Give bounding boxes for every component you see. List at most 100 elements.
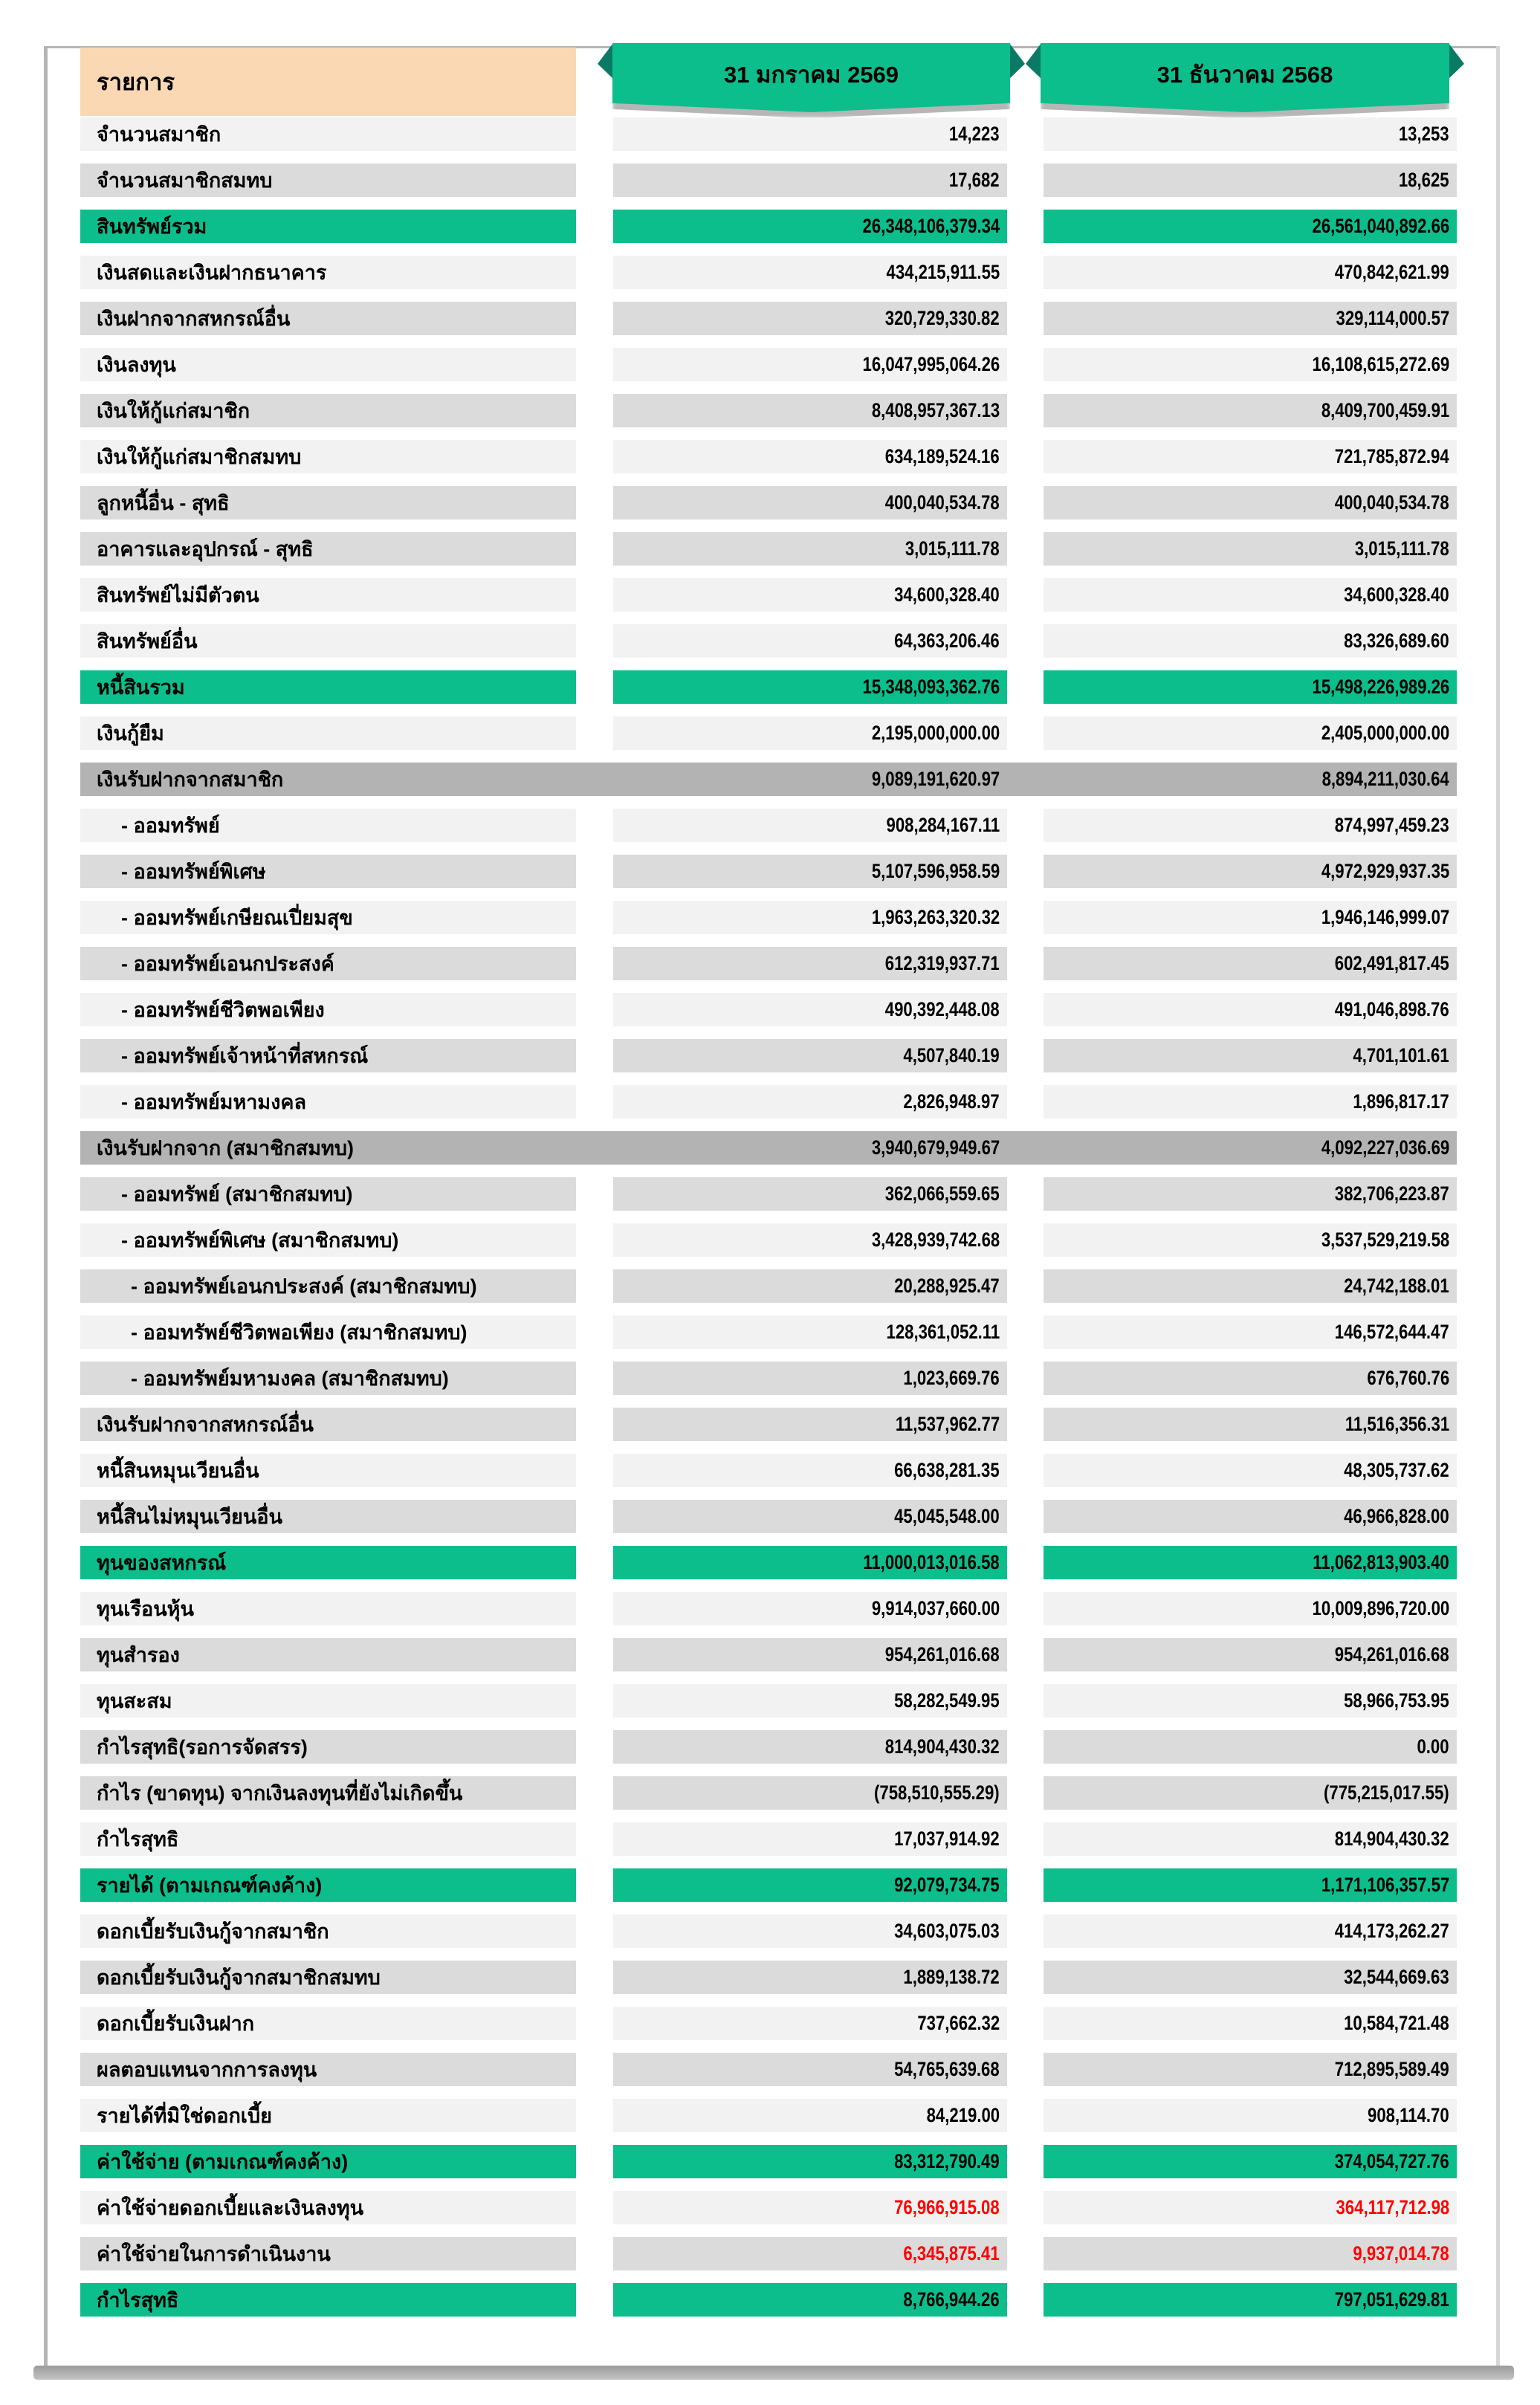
row-value-jan-2569: 320,729,330.82 — [613, 302, 1007, 335]
row-value-dec-2568: 16,108,615,272.69 — [1044, 348, 1457, 381]
value-number: 874,997,459.23 — [1335, 814, 1449, 836]
ribbon-fold-left-icon — [1026, 43, 1041, 79]
row-value-jan-2569: 17,037,914.92 — [613, 1822, 1007, 1856]
value-number: 634,189,524.16 — [885, 445, 1000, 467]
row-value-dec-2568: 4,092,227,036.69 — [1044, 1131, 1457, 1165]
table-row: ทุนสะสม 58,282,549.95 58,966,753.95 — [80, 1684, 1457, 1718]
table-row: ค่าใช้จ่ายดอกเบี้ยและเงินลงทุน 76,966,915… — [80, 2191, 1457, 2224]
value-number: 11,062,813,903.40 — [1313, 1551, 1449, 1573]
value-number: 54,765,639.68 — [894, 2058, 1000, 2080]
value-number: 954,261,016.68 — [885, 1643, 1000, 1666]
value-number: 13,253 — [1399, 123, 1449, 145]
value-number: (758,510,555.29) — [874, 1781, 1000, 1804]
row-value-jan-2569: 11,537,962.77 — [613, 1408, 1007, 1441]
value-number: 66,638,281.35 — [894, 1459, 1000, 1481]
table-row: สินทรัพย์อื่น 64,363,206.46 83,326,689.60 — [80, 624, 1457, 658]
value-number: 4,701,101.61 — [1353, 1044, 1449, 1066]
date-ribbon-january-label: 31 มกราคม 2569 — [612, 43, 1010, 112]
row-value-dec-2568: 4,972,929,937.35 — [1044, 855, 1457, 888]
table-row: - ออมทรัพย์ชีวิตพอเพียง (สมาชิกสมทบ) 128,… — [80, 1315, 1457, 1349]
row-value-dec-2568: 4,701,101.61 — [1044, 1039, 1457, 1072]
row-label: รายได้ (ตามเกณฑ์คงค้าง) — [80, 1868, 576, 1902]
row-value-jan-2569: 34,603,075.03 — [613, 1914, 1007, 1948]
table-row: อาคารและอุปกรณ์ - สุทธิ 3,015,111.78 3,015… — [80, 532, 1457, 566]
row-value-dec-2568: 797,051,629.81 — [1044, 2283, 1457, 2317]
table-row: - ออมทรัพย์เกษียณเปี่ยมสุข 1,963,263,320.… — [80, 901, 1457, 934]
date-ribbon-january: 31 มกราคม 2569 — [598, 43, 1025, 118]
items-header-cell: รายการ — [80, 48, 576, 116]
row-value-dec-2568: 1,896,817.17 — [1044, 1085, 1457, 1119]
value-number: 1,023,669.76 — [903, 1367, 1000, 1389]
row-label: ค่าใช้จ่ายในการดำเนินงาน — [80, 2237, 576, 2270]
row-value-dec-2568: 32,544,669.63 — [1044, 1961, 1457, 1994]
row-label: สินทรัพย์ไม่มีตัวตน — [80, 578, 576, 612]
value-number: 4,092,227,036.69 — [1321, 1136, 1449, 1159]
value-number: 721,785,872.94 — [1335, 445, 1449, 467]
row-value-dec-2568: 676,760.76 — [1044, 1362, 1457, 1395]
value-number: 9,089,191,620.97 — [871, 768, 1000, 790]
row-label: อาคารและอุปกรณ์ - สุทธิ — [80, 532, 576, 566]
ribbon-fold-left-icon — [598, 43, 613, 79]
row-value-dec-2568: 83,326,689.60 — [1044, 624, 1457, 658]
row-value-jan-2569: 1,963,263,320.32 — [613, 901, 1007, 934]
value-number: 374,054,727.76 — [1335, 2150, 1449, 2172]
table-row: - ออมทรัพย์เจ้าหน้าที่สหกรณ์ 4,507,840.19… — [80, 1039, 1457, 1072]
row-label: - ออมทรัพย์พิเศษ (สมาชิกสมทบ) — [80, 1223, 576, 1257]
value-number: 5,107,596,958.59 — [871, 860, 1000, 882]
row-value-dec-2568: 374,054,727.76 — [1044, 2145, 1457, 2178]
table-row: หนี้สินรวม 15,348,093,362.76 15,498,226,98… — [80, 670, 1457, 704]
value-number: 2,405,000,000.00 — [1321, 722, 1449, 744]
value-number: 2,826,948.97 — [903, 1090, 1000, 1113]
value-number: 26,348,106,379.34 — [862, 215, 1000, 237]
value-number: 414,173,262.27 — [1335, 1920, 1449, 1942]
row-label: กำไรสุทธิ — [80, 2283, 576, 2317]
value-number: 400,040,534.78 — [1335, 491, 1449, 514]
table-row: เงินรับฝากจากสมาชิก 9,089,191,620.97 8,894… — [80, 763, 1457, 796]
row-label: - ออมทรัพย์ (สมาชิกสมทบ) — [80, 1177, 576, 1211]
table-row: ค่าใช้จ่าย (ตามเกณฑ์คงค้าง) 83,312,790.49… — [80, 2145, 1457, 2178]
row-label: ทุนของสหกรณ์ — [80, 1546, 576, 1579]
value-number: 400,040,534.78 — [885, 491, 1000, 514]
row-value-jan-2569: 9,089,191,620.97 — [613, 763, 1007, 796]
row-value-dec-2568: 146,572,644.47 — [1044, 1315, 1457, 1349]
table-row: เงินให้กู้แก่สมาชิกสมทบ 634,189,524.16 721… — [80, 440, 1457, 473]
value-number: 128,361,052.11 — [886, 1321, 1000, 1343]
value-number: 16,108,615,272.69 — [1312, 353, 1449, 375]
row-value-jan-2569: 20,288,925.47 — [613, 1269, 1007, 1303]
row-value-jan-2569: 954,261,016.68 — [613, 1638, 1007, 1671]
row-value-jan-2569: 814,904,430.32 — [613, 1730, 1007, 1764]
row-label: เงินสดและเงินฝากธนาคาร — [80, 256, 576, 289]
row-value-dec-2568: 24,742,188.01 — [1044, 1269, 1457, 1303]
value-number: 8,766,944.26 — [903, 2288, 1000, 2311]
row-value-jan-2569: 908,284,167.11 — [613, 809, 1007, 842]
table-row: เงินกู้ยืม 2,195,000,000.00 2,405,000,000.… — [80, 716, 1457, 750]
value-number: 8,408,957,367.13 — [871, 399, 1000, 421]
row-label: เงินรับฝากจากสมาชิก — [97, 768, 284, 791]
date-ribbon-december-label: 31 ธันวาคม 2568 — [1041, 43, 1449, 112]
row-label: จำนวนสมาชิก — [80, 117, 576, 151]
row-value-dec-2568: 470,842,621.99 — [1044, 256, 1457, 289]
value-number: 11,537,962.77 — [895, 1413, 1000, 1435]
row-value-dec-2568: 954,261,016.68 — [1044, 1638, 1457, 1671]
value-number: 1,946,146,999.07 — [1321, 906, 1449, 928]
row-value-jan-2569: 76,966,915.08 — [613, 2191, 1007, 2224]
row-value-dec-2568: 712,895,589.49 — [1044, 2053, 1457, 2086]
value-number: 3,537,529,219.58 — [1321, 1229, 1449, 1251]
row-value-jan-2569: 128,361,052.11 — [613, 1315, 1007, 1349]
table-row: - ออมทรัพย์พิเศษ (สมาชิกสมทบ) 3,428,939,7… — [80, 1223, 1457, 1257]
row-label: เงินรับฝากจาก (สมาชิกสมทบ) — [97, 1137, 354, 1159]
row-value-dec-2568: 1,946,146,999.07 — [1044, 901, 1457, 934]
row-value-jan-2569: 6,345,875.41 — [613, 2237, 1007, 2270]
table-row: หนี้สินไม่หมุนเวียนอื่น 45,045,548.00 46,9… — [80, 1500, 1457, 1533]
row-label: จำนวนสมาชิกสมทบ — [80, 164, 576, 197]
row-value-jan-2569: 490,392,448.08 — [613, 993, 1007, 1026]
row-value-jan-2569: 9,914,037,660.00 — [613, 1592, 1007, 1625]
row-value-dec-2568: 34,600,328.40 — [1044, 578, 1457, 612]
table-row: เงินรับฝากจาก (สมาชิกสมทบ) 3,940,679,949.… — [80, 1131, 1457, 1165]
row-value-dec-2568: 48,305,737.62 — [1044, 1454, 1457, 1487]
row-label: ดอกเบี้ยรับเงินฝาก — [80, 2007, 576, 2040]
row-label: หนี้สินหมุนเวียนอื่น — [80, 1454, 576, 1487]
table-row: ค่าใช้จ่ายในการดำเนินงาน 6,345,875.41 9,93… — [80, 2237, 1457, 2270]
table-row: รายได้ (ตามเกณฑ์คงค้าง) 92,079,734.75 1,17… — [80, 1868, 1457, 1902]
row-value-dec-2568: 11,062,813,903.40 — [1044, 1546, 1457, 1579]
